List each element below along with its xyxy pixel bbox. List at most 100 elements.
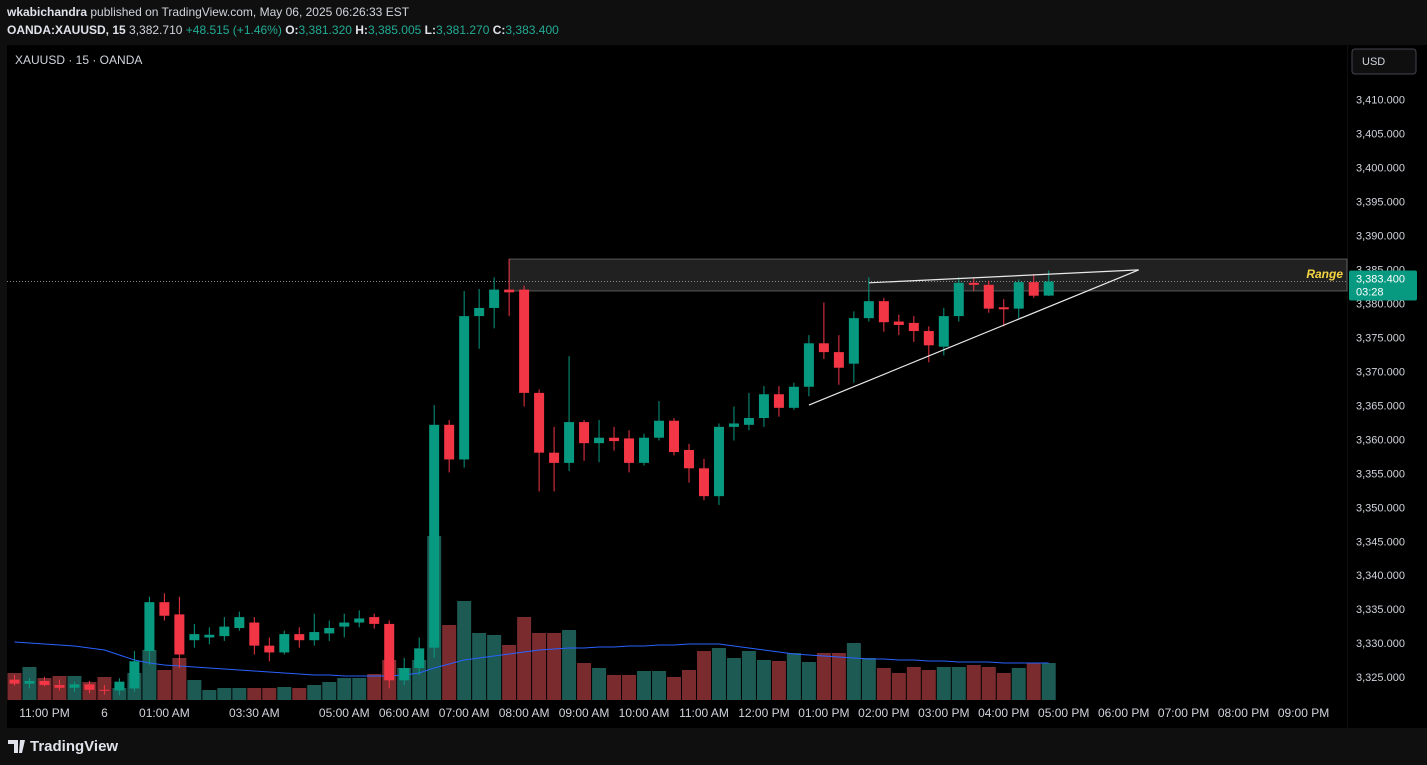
candle-body [758,394,769,419]
x-tick-label: 6 [101,706,108,720]
x-tick-label: 11:00 AM [679,706,729,720]
x-tick-label: 08:00 PM [1218,706,1269,720]
candle-body [429,424,440,648]
candle-body [144,602,155,652]
volume-bar [307,685,322,700]
price: 3,382.710 [129,23,183,37]
volume-bar [966,665,981,700]
volume-bar [667,677,682,700]
volume-bar [592,668,607,700]
y-tick-label: 3,350.000 [1356,502,1405,514]
x-tick-label: 03:30 AM [229,706,280,720]
candle-body [444,424,455,460]
volume-bar [681,670,696,700]
c-label: C: [492,23,506,37]
range-label: Range [1306,267,1343,281]
volume-bar [756,660,771,700]
volume-bar [876,668,891,700]
x-tick-label: 11:00 PM [19,706,69,720]
candle-body [294,634,305,641]
candle-body [579,422,590,444]
candle-body [923,331,934,346]
candle-body [384,623,395,681]
trendline [808,269,1139,406]
price-label-box [1349,270,1417,301]
currency-button[interactable] [1351,48,1417,75]
y-tick-label: 3,400.000 [1356,163,1405,175]
h-label: H: [355,23,368,37]
volume-bar [921,670,936,700]
volume-bar [502,645,517,700]
candle-body [279,634,290,653]
candle-body [39,680,50,686]
volume-bar [487,635,502,700]
volume-bar [861,658,876,700]
volume-bar [232,688,247,700]
x-tick-label: 01:00 AM [139,706,190,720]
volume-bar [532,633,547,700]
volume-bar [951,667,966,700]
candle-body [728,423,739,427]
candle-body [54,685,65,688]
volume-bar [637,671,652,700]
candle-body [983,284,994,309]
l-label: L: [424,23,436,37]
candle-body [159,602,170,616]
volume-bar [547,633,562,700]
volume-bar [801,662,816,700]
volume-bar [741,651,756,700]
y-tick-label: 3,390.000 [1356,231,1405,243]
candle-body [99,689,110,691]
candle-body [189,634,200,641]
currency-label[interactable]: USD [1362,56,1385,68]
o: 3,381.320 [298,23,352,37]
x-tick-label: 01:00 PM [798,706,849,720]
footer-logo: TradingView [30,738,118,755]
x-tick-label: 05:00 AM [319,706,370,720]
volume-bar [292,688,307,700]
volume-bar [771,661,786,700]
y-tick-label: 3,365.000 [1356,400,1405,412]
y-tick-label: 3,340.000 [1356,570,1405,582]
x-tick-label: 03:00 PM [918,706,969,720]
candle-body [594,437,605,444]
candle-body [549,452,560,463]
candle-body [624,438,635,463]
time-axis [7,700,1347,728]
candle-body [654,420,665,438]
candle-body [743,418,754,425]
x-tick-label: 09:00 PM [1278,706,1329,720]
volume-bar [1041,663,1056,700]
y-tick-label: 3,330.000 [1356,638,1405,650]
trendline [868,269,1139,284]
candle-body [324,627,335,634]
candle-body [399,668,410,681]
volume-bar [622,675,637,700]
change: +48.515 (+1.46%) [185,23,282,37]
candle-body [564,422,575,463]
l: 3,381.270 [436,23,490,37]
y-tick-label: 3,345.000 [1356,536,1405,548]
author[interactable]: wkabichandra [7,5,88,19]
y-tick-label: 3,360.000 [1356,434,1405,446]
volume-bar [157,670,172,700]
x-tick-label: 06:00 PM [1098,706,1149,720]
y-tick-label: 3,395.000 [1356,197,1405,209]
price-axis [1348,45,1427,728]
y-tick-label: 3,325.000 [1356,672,1405,684]
volume-bar [517,617,532,700]
volume-bar [786,653,801,700]
y-tick-label: 3,380.000 [1356,298,1405,310]
candle-body [9,679,20,684]
x-tick-label: 10:00 AM [619,706,670,720]
candle-body [803,343,814,387]
candle-body [773,394,784,408]
volume-bar [1011,668,1026,700]
y-tick-label: 3,410.000 [1356,95,1405,107]
volume-bar [262,688,277,700]
x-tick-label: 07:00 AM [439,706,490,720]
candle-body [818,343,829,353]
logo-icon [8,740,25,753]
candle-body [609,437,620,442]
publish-line: wkabichandra published on TradingView.co… [7,5,409,19]
